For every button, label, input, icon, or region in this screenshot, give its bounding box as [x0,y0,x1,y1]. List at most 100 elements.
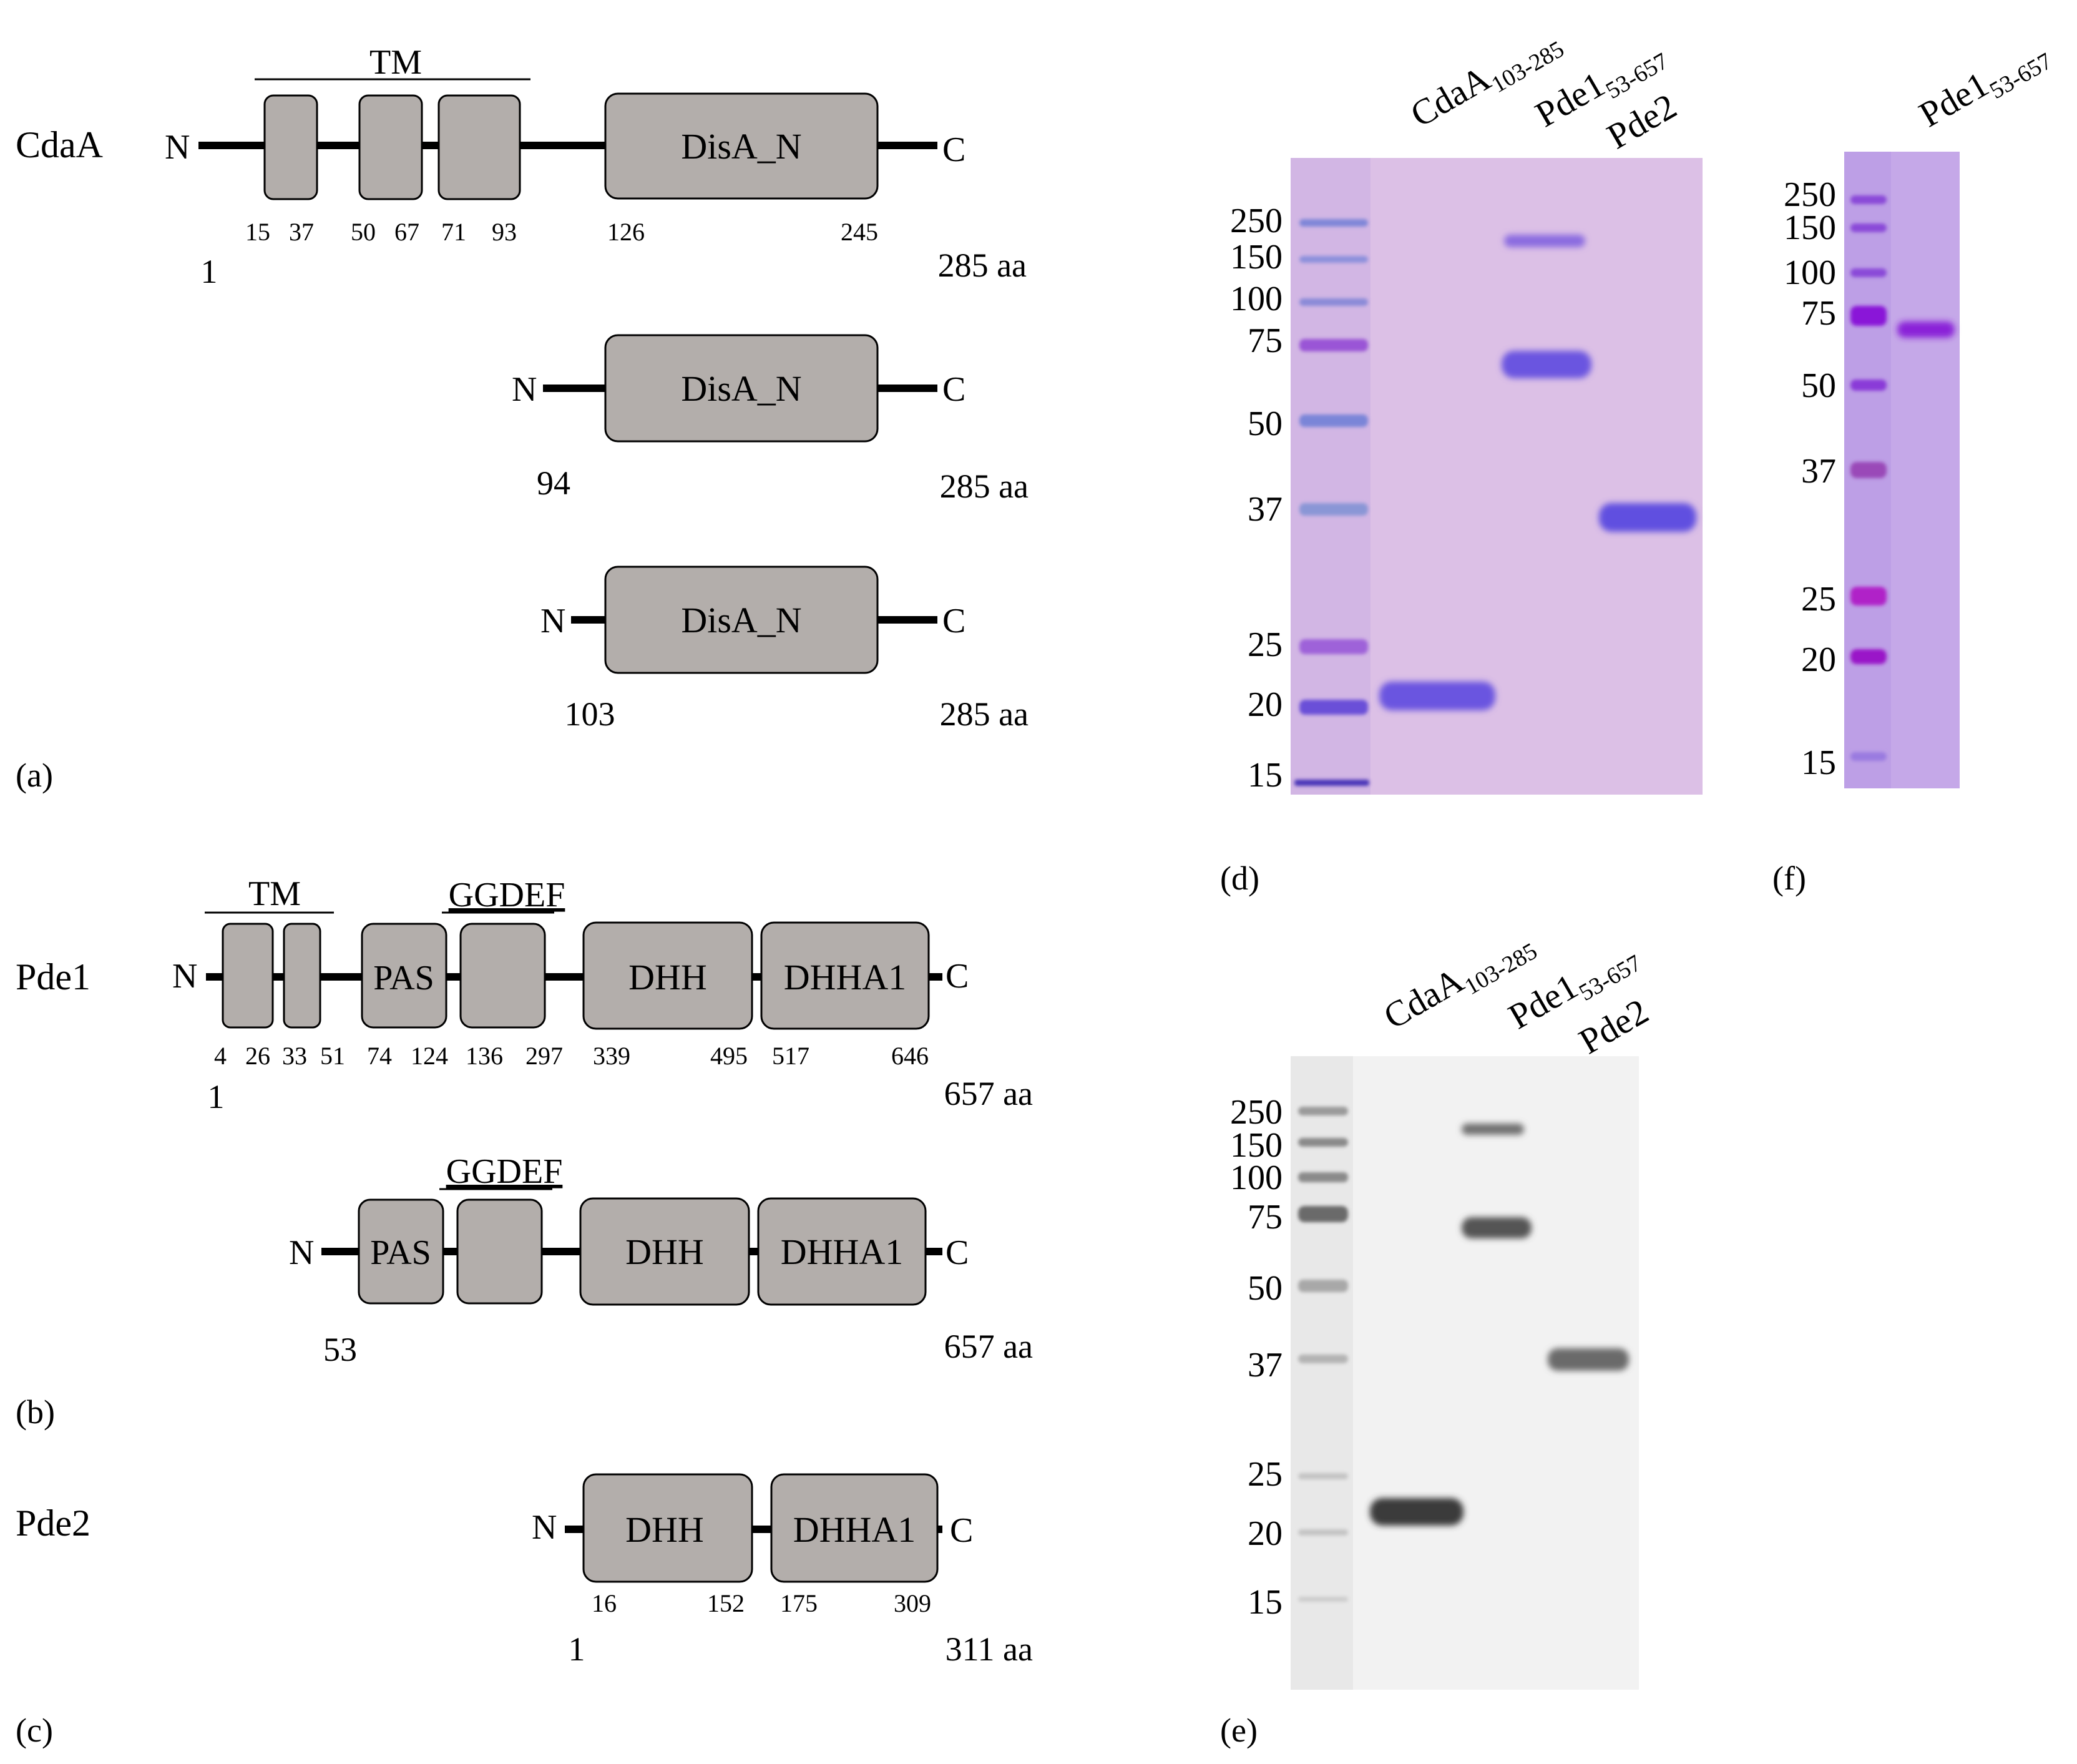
residue-number: 126 [607,218,645,246]
n-terminus-label: N [532,1508,557,1547]
panel-a-protein-label: CdaA [16,124,103,165]
start-residue: 1 [208,1078,225,1115]
panel-a: CdaA TM N C DisA_N 15 37 50 67 71 93 126… [16,43,1029,794]
start-residue: 94 [537,464,570,502]
mw-marker-label: 15 [1248,756,1283,795]
protein-band-pde2 [1548,1348,1629,1371]
dhha1-domain-label: DHHA1 [784,957,907,997]
dhh-domain-label: DHH [625,1509,704,1550]
n-terminus-label: N [289,1233,314,1272]
marker-band [1850,649,1887,664]
dhh-domain-label: DHH [625,1232,704,1272]
protein-band-pde1 [1502,351,1591,378]
start-residue: 1 [201,253,218,290]
tm-label: TM [248,875,301,913]
mw-marker-label: 25 [1801,580,1836,619]
ggdef-label: GGDEF [449,876,565,914]
c-terminus-label: C [942,370,965,409]
gel-d-ladder-lane [1291,158,1371,795]
lane-label: Pde153-657 [1912,30,2056,140]
marker-band [1850,380,1887,391]
marker-band [1298,1107,1348,1115]
ggdef-domain [456,1198,543,1305]
panel-label-b: (b) [16,1393,55,1431]
tm-helix-1 [222,923,274,1029]
end-residue: 657 aa [944,1075,1033,1112]
ggdef-label: GGDEF [446,1152,563,1191]
pas-domain [358,1198,444,1305]
panel-label-a: (a) [16,757,53,794]
dhh-domain [582,921,753,1030]
panel-label-e: (e) [1220,1712,1258,1749]
marker-band [1298,1597,1348,1602]
start-residue: 103 [565,695,615,733]
dhha1-domain [770,1473,939,1583]
c-terminus-label: C [946,1233,969,1272]
panel-label-d: (d) [1220,860,1259,897]
marker-band [1850,462,1887,478]
residue-number: 124 [411,1042,448,1070]
marker-band [1850,268,1887,277]
protein-band-cdaa [1379,682,1495,710]
panel-b-protein-label: Pde1 [16,956,90,997]
mw-marker-label: 25 [1248,1455,1283,1494]
protein-band-pde2 [1599,503,1696,532]
residue-number: 50 [351,218,376,246]
protein-band-pde1 [1897,321,1955,338]
marker-band [1298,1280,1348,1292]
dhha1-domain-label: DHHA1 [793,1509,916,1550]
disa-n-domain [604,92,879,200]
mw-marker-label: 37 [1248,1346,1283,1384]
marker-band [1298,1355,1348,1363]
mw-marker-label: 250 [1784,175,1836,214]
protein-band-pde1-minor [1462,1124,1524,1135]
panel-d: 250 150 100 75 50 37 25 20 15 CdaA103-28… [1220,36,1703,897]
residue-number: 495 [710,1042,748,1070]
mw-marker-label: 75 [1801,294,1836,333]
c-terminus-label: C [950,1511,973,1550]
dhh-domain [579,1197,750,1306]
marker-band [1298,1473,1348,1479]
residue-number: 71 [441,218,466,246]
dhh-domain [582,1473,753,1583]
dhha1-domain-label: DHHA1 [781,1232,904,1272]
c-terminus-label: C [946,957,969,996]
dhha1-domain [760,921,930,1030]
mw-marker-label: 20 [1801,640,1836,679]
end-residue: 285 aa [940,695,1029,733]
end-residue: 285 aa [940,468,1029,505]
disa-n-domain-label: DisA_N [681,126,801,167]
dhha1-domain [757,1197,927,1306]
residue-number: 297 [525,1042,563,1070]
mw-marker-label: 50 [1248,1269,1283,1308]
disa-n-domain [604,566,879,674]
tm-helix-3 [437,94,521,200]
marker-band [1299,339,1368,351]
panel-label-c: (c) [16,1712,53,1749]
pas-domain [361,923,447,1029]
tm-helix-2 [283,923,321,1029]
tm-label: TM [369,43,422,82]
n-terminus-label: N [512,370,537,409]
marker-band [1299,298,1368,306]
c-terminus-label: C [942,130,965,169]
residue-number: 309 [894,1589,931,1617]
residue-number: 26 [245,1042,270,1070]
protein-band-cdaa [1370,1498,1464,1526]
mw-marker-label: 150 [1784,208,1836,247]
mw-marker-label: 250 [1230,202,1283,240]
end-residue: 311 aa [946,1630,1033,1668]
disa-n-domain-label: DisA_N [681,368,801,409]
disa-n-domain [604,334,879,443]
protein-band-pde1-minor [1504,235,1585,247]
marker-band [1299,414,1368,427]
residue-number: 74 [367,1042,392,1070]
residue-number: 33 [282,1042,307,1070]
mw-marker-label: 50 [1801,366,1836,405]
marker-band [1850,223,1887,232]
mw-marker-label: 20 [1248,1514,1283,1553]
residue-number: 175 [780,1589,818,1617]
marker-band [1294,780,1369,786]
marker-band [1299,219,1368,227]
